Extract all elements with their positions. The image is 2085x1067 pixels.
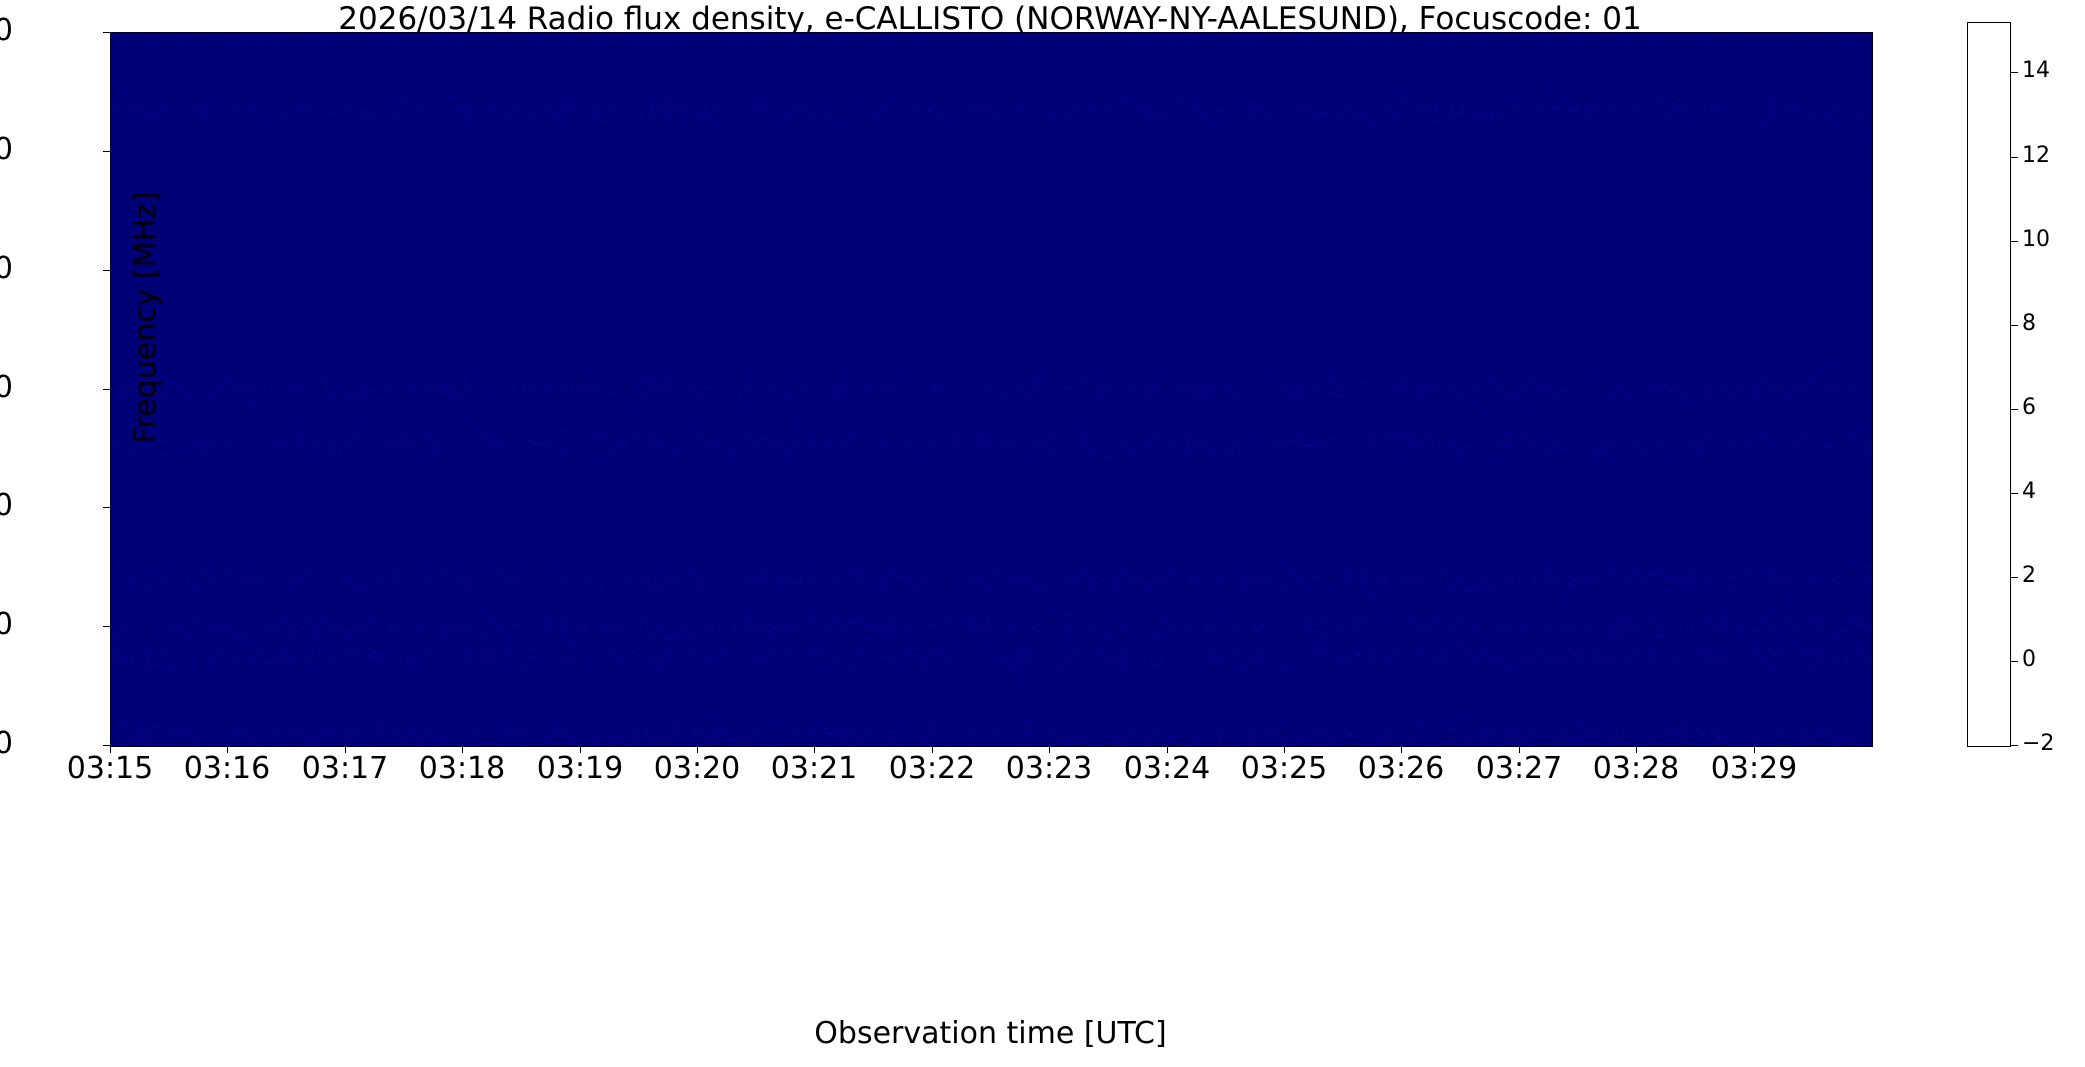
x-tick-label: 03:28: [1592, 751, 1680, 786]
x-tick-mark: [345, 746, 346, 753]
x-tick-label: 03:26: [1357, 751, 1445, 786]
y-tick-label: 1600: [0, 13, 13, 48]
colorbar-tick-label: 10: [2022, 227, 2050, 252]
x-tick-mark: [1754, 746, 1755, 753]
colorbar-tick-label: 12: [2022, 143, 2050, 168]
x-tick-label: 03:27: [1475, 751, 1563, 786]
colorbar-tick-label: 6: [2022, 395, 2036, 420]
x-axis-label: Observation time [UTC]: [814, 1016, 1167, 1051]
y-tick-mark: [103, 389, 110, 390]
x-tick-label: 03:15: [66, 751, 154, 786]
y-tick-mark: [103, 745, 110, 746]
x-tick-label: 03:19: [536, 751, 624, 786]
colorbar-tick-mark: [2010, 72, 2018, 73]
x-tick-mark: [1167, 746, 1168, 753]
x-tick-mark: [697, 746, 698, 753]
colorbar-gradient: [1968, 23, 2010, 746]
spectrogram-plot-area: [110, 32, 1873, 747]
y-tick-mark: [103, 270, 110, 271]
x-tick-label: 03:20: [653, 751, 741, 786]
colorbar-tick-mark: [2010, 577, 2018, 578]
colorbar: [1967, 22, 2011, 747]
x-tick-mark: [1049, 746, 1050, 753]
y-tick-mark: [103, 626, 110, 627]
colorbar-tick-mark: [2010, 241, 2018, 242]
colorbar-tick-label: 4: [2022, 479, 2036, 504]
colorbar-tick-label: 2: [2022, 563, 2036, 588]
colorbar-tick-mark: [2010, 157, 2018, 158]
y-tick-label: 1200: [0, 488, 13, 523]
x-tick-label: 03:25: [1240, 751, 1328, 786]
y-tick-label: 1300: [0, 370, 13, 405]
colorbar-tick-mark: [2010, 661, 2018, 662]
x-tick-label: 03:18: [418, 751, 506, 786]
x-tick-label: 03:23: [1005, 751, 1093, 786]
x-tick-label: 03:29: [1710, 751, 1798, 786]
y-tick-mark: [103, 32, 110, 33]
y-tick-label: 1000: [0, 726, 13, 761]
page-title: 2026/03/14 Radio flux density, e-CALLIST…: [338, 1, 1642, 37]
x-tick-label: 03:17: [301, 751, 389, 786]
spectrogram-image: [111, 33, 1872, 746]
colorbar-tick-label: 14: [2022, 58, 2050, 83]
x-tick-label: 03:24: [1123, 751, 1211, 786]
x-tick-mark: [227, 746, 228, 753]
y-tick-mark: [103, 507, 110, 508]
x-tick-label: 03:21: [770, 751, 858, 786]
y-tick-label: 1400: [0, 251, 13, 286]
y-axis-label: Frequency [MHz]: [128, 191, 164, 444]
colorbar-tick-mark: [2010, 409, 2018, 410]
colorbar-tick-mark: [2010, 493, 2018, 494]
y-tick-mark: [103, 151, 110, 152]
colorbar-tick-mark: [2010, 745, 2018, 746]
x-tick-label: 03:16: [183, 751, 271, 786]
x-tick-mark: [580, 746, 581, 753]
x-tick-mark: [1519, 746, 1520, 753]
colorbar-tick-label: 0: [2022, 647, 2036, 672]
x-tick-label: 03:22: [888, 751, 976, 786]
colorbar-tick-mark: [2010, 325, 2018, 326]
x-tick-mark: [814, 746, 815, 753]
y-tick-label: 1500: [0, 132, 13, 167]
x-tick-mark: [110, 746, 111, 753]
x-tick-mark: [932, 746, 933, 753]
x-tick-mark: [462, 746, 463, 753]
x-tick-mark: [1284, 746, 1285, 753]
x-tick-mark: [1636, 746, 1637, 753]
y-tick-label: 1100: [0, 607, 13, 642]
colorbar-tick-label: 8: [2022, 311, 2036, 336]
x-tick-mark: [1401, 746, 1402, 753]
colorbar-tick-label: −2: [2022, 731, 2055, 756]
